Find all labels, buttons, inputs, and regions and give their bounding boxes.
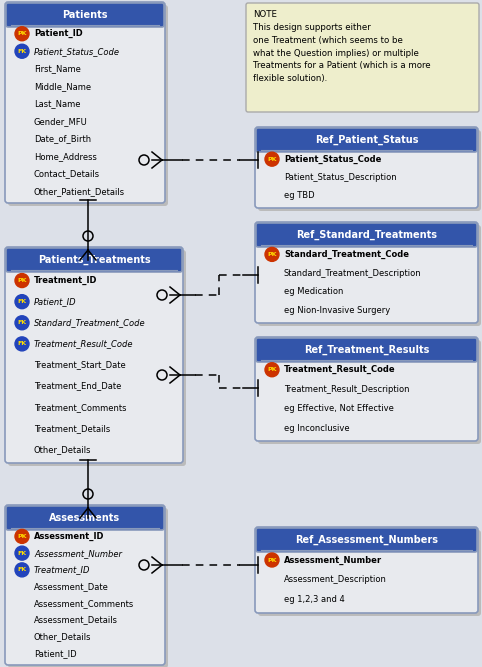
Text: Standard_Treatment_Code: Standard_Treatment_Code	[34, 318, 146, 327]
Text: FK: FK	[17, 568, 27, 572]
Text: Home_Address: Home_Address	[34, 152, 97, 161]
FancyBboxPatch shape	[8, 508, 168, 667]
Circle shape	[15, 337, 29, 351]
Circle shape	[15, 27, 29, 41]
Text: Standard_Treatment_Description: Standard_Treatment_Description	[284, 269, 422, 277]
Text: Date_of_Birth: Date_of_Birth	[34, 134, 91, 143]
Text: FK: FK	[17, 299, 27, 304]
Circle shape	[15, 530, 29, 544]
Text: Patient_Status_Description: Patient_Status_Description	[284, 173, 397, 182]
Text: FK: FK	[17, 342, 27, 346]
Text: Assessment_ID: Assessment_ID	[34, 532, 105, 541]
FancyBboxPatch shape	[258, 130, 481, 211]
Circle shape	[265, 553, 279, 567]
Text: Treatment_Comments: Treatment_Comments	[34, 403, 126, 412]
Circle shape	[15, 273, 29, 287]
FancyBboxPatch shape	[256, 223, 477, 247]
Text: Assessment_Description: Assessment_Description	[284, 576, 387, 584]
Text: Middle_Name: Middle_Name	[34, 82, 91, 91]
FancyBboxPatch shape	[6, 506, 164, 530]
Text: Standard_Treatment_Code: Standard_Treatment_Code	[284, 250, 409, 259]
Text: Treatment_Result_Description: Treatment_Result_Description	[284, 385, 410, 394]
Text: Patients: Patients	[62, 10, 108, 20]
Text: Patient_ID: Patient_ID	[34, 29, 83, 38]
Text: Patient_Status_Code: Patient_Status_Code	[284, 155, 381, 163]
Text: NOTE
This design supports either
one Treatment (which seems to be
what the Quest: NOTE This design supports either one Tre…	[253, 10, 430, 83]
Text: eg Nion-Invasive Surgery: eg Nion-Invasive Surgery	[284, 306, 390, 315]
Circle shape	[265, 152, 279, 166]
Text: First_Name: First_Name	[34, 64, 81, 73]
Text: Gender_MFU: Gender_MFU	[34, 117, 88, 126]
FancyBboxPatch shape	[255, 337, 478, 441]
Text: Ref_Assessment_Numbers: Ref_Assessment_Numbers	[295, 535, 438, 545]
Circle shape	[15, 315, 29, 329]
FancyBboxPatch shape	[255, 222, 478, 323]
Text: PK: PK	[17, 278, 27, 283]
FancyBboxPatch shape	[6, 248, 182, 272]
Text: eg 1,2,3 and 4: eg 1,2,3 and 4	[284, 596, 345, 604]
FancyBboxPatch shape	[8, 5, 168, 206]
Text: Ref_Standard_Treatments: Ref_Standard_Treatments	[296, 230, 437, 240]
Text: PK: PK	[17, 31, 27, 36]
Text: Treatment_Result_Code: Treatment_Result_Code	[34, 340, 134, 348]
Circle shape	[15, 295, 29, 309]
Text: Assessment_Number: Assessment_Number	[284, 556, 382, 564]
Text: FK: FK	[17, 49, 27, 54]
FancyBboxPatch shape	[5, 2, 165, 203]
FancyBboxPatch shape	[5, 505, 165, 665]
Text: eg Medication: eg Medication	[284, 287, 343, 296]
Circle shape	[15, 546, 29, 560]
Text: Ref_Patient_Status: Ref_Patient_Status	[315, 135, 418, 145]
FancyBboxPatch shape	[246, 3, 479, 112]
FancyBboxPatch shape	[258, 340, 481, 444]
FancyBboxPatch shape	[8, 250, 186, 466]
FancyBboxPatch shape	[256, 528, 477, 552]
Circle shape	[265, 363, 279, 377]
Text: PK: PK	[267, 558, 277, 562]
FancyBboxPatch shape	[255, 527, 478, 613]
Text: PK: PK	[267, 368, 277, 372]
Text: Treatment_ID: Treatment_ID	[34, 566, 91, 574]
FancyBboxPatch shape	[258, 530, 481, 616]
Text: FK: FK	[17, 320, 27, 325]
FancyBboxPatch shape	[6, 3, 164, 27]
FancyBboxPatch shape	[5, 247, 183, 463]
Text: Patient_ID: Patient_ID	[34, 297, 77, 306]
Text: Other_Details: Other_Details	[34, 445, 92, 454]
Text: PK: PK	[267, 252, 277, 257]
Text: Treatment_Start_Date: Treatment_Start_Date	[34, 360, 126, 370]
Circle shape	[15, 563, 29, 577]
Text: Other_Patient_Details: Other_Patient_Details	[34, 187, 125, 195]
Text: Assessment_Comments: Assessment_Comments	[34, 599, 134, 608]
Text: Patients_Treatments: Patients_Treatments	[38, 255, 150, 265]
Text: Treatment_End_Date: Treatment_End_Date	[34, 382, 121, 391]
Text: Contact_Details: Contact_Details	[34, 169, 100, 178]
Text: eg Inconclusive: eg Inconclusive	[284, 424, 349, 433]
Circle shape	[15, 44, 29, 58]
FancyBboxPatch shape	[256, 338, 477, 362]
FancyBboxPatch shape	[258, 225, 481, 326]
Text: Other_Details: Other_Details	[34, 632, 92, 642]
Text: PK: PK	[17, 534, 27, 539]
FancyBboxPatch shape	[256, 128, 477, 152]
Text: Patient_ID: Patient_ID	[34, 649, 77, 658]
Text: Treatment_ID: Treatment_ID	[34, 276, 97, 285]
Text: eg Effective, Not Effective: eg Effective, Not Effective	[284, 404, 394, 414]
Text: Assessment_Details: Assessment_Details	[34, 616, 118, 624]
FancyBboxPatch shape	[255, 127, 478, 208]
Text: eg TBD: eg TBD	[284, 191, 315, 200]
Circle shape	[265, 247, 279, 261]
Text: FK: FK	[17, 551, 27, 556]
Text: Ref_Treatment_Results: Ref_Treatment_Results	[304, 345, 429, 355]
Text: PK: PK	[267, 157, 277, 161]
Text: Assessment_Date: Assessment_Date	[34, 582, 109, 591]
Text: Assessment_Number: Assessment_Number	[34, 549, 122, 558]
Text: Last_Name: Last_Name	[34, 99, 80, 108]
Text: Treatment_Details: Treatment_Details	[34, 424, 110, 433]
Text: Patient_Status_Code: Patient_Status_Code	[34, 47, 120, 56]
Text: Assessments: Assessments	[50, 513, 121, 523]
Text: Treatment_Result_Code: Treatment_Result_Code	[284, 365, 396, 374]
